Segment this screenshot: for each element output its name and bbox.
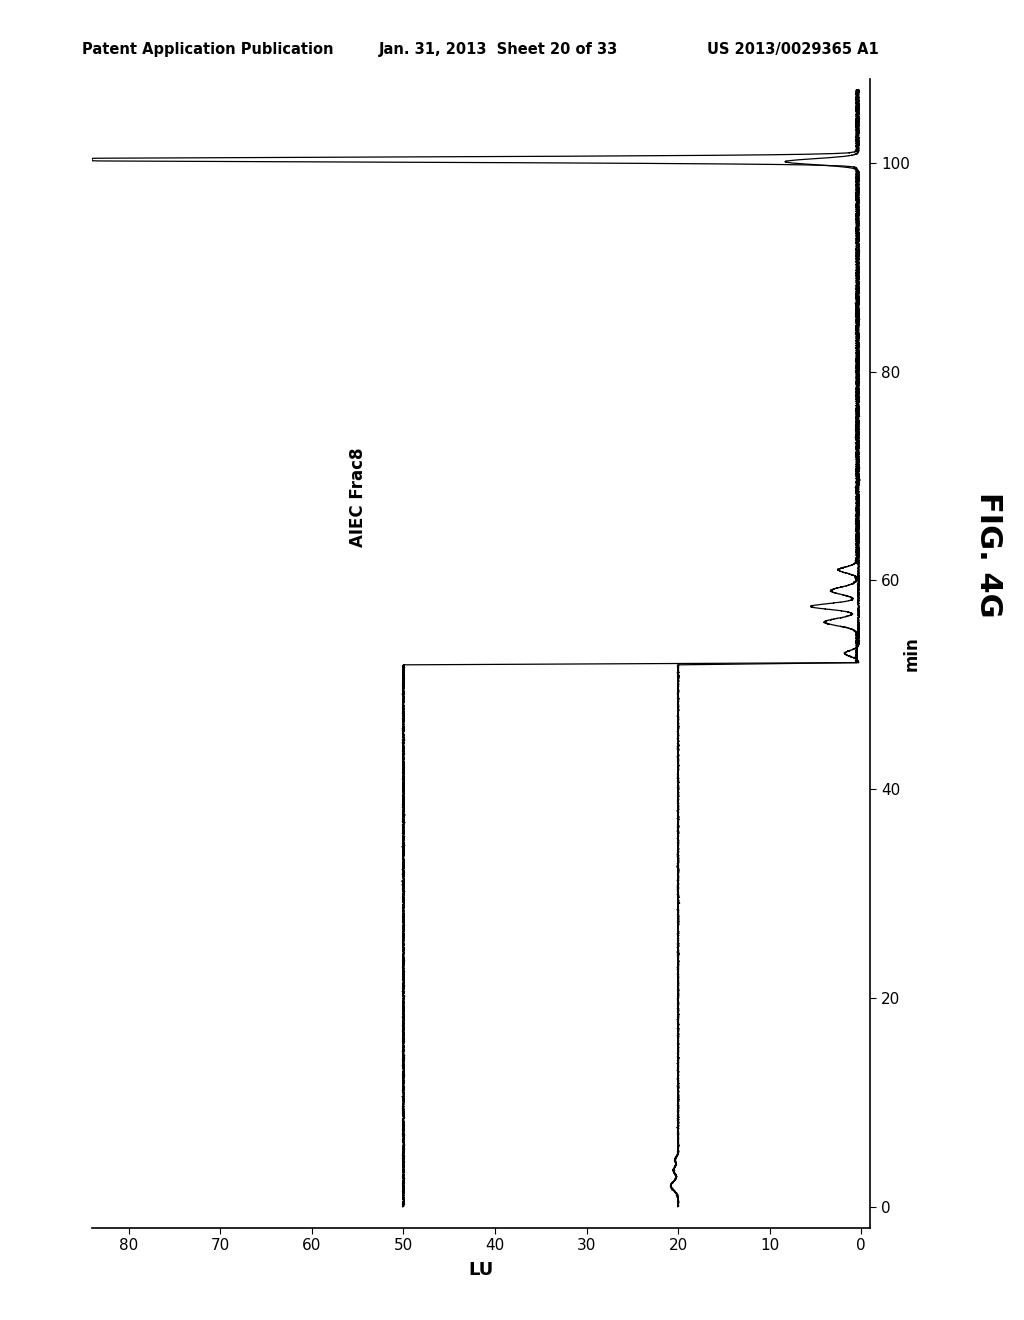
Text: AIEC Frac8: AIEC Frac8	[349, 447, 367, 546]
Text: Jan. 31, 2013  Sheet 20 of 33: Jan. 31, 2013 Sheet 20 of 33	[379, 42, 618, 57]
Y-axis label: min: min	[903, 636, 921, 671]
Text: US 2013/0029365 A1: US 2013/0029365 A1	[707, 42, 879, 57]
X-axis label: LU: LU	[469, 1262, 494, 1279]
Text: FIG. 4G: FIG. 4G	[974, 491, 1002, 618]
Text: Patent Application Publication: Patent Application Publication	[82, 42, 334, 57]
